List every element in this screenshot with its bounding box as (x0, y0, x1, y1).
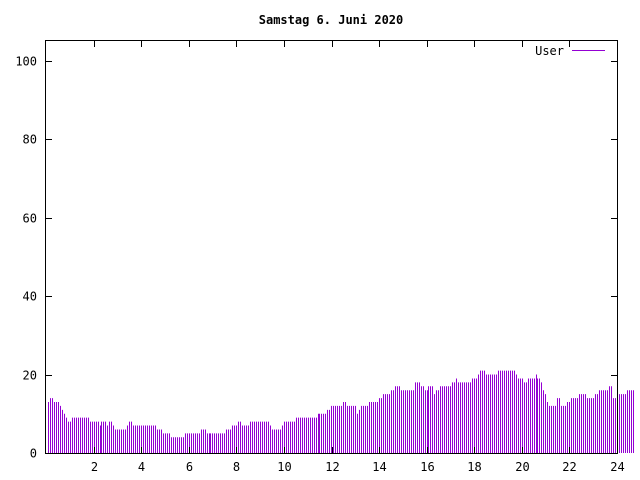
x-tick-label: 18 (467, 460, 481, 474)
y-axis: 0 20 40 60 80 100 (15, 55, 617, 461)
chart-title: Samstag 6. Juni 2020 (259, 13, 404, 27)
x-tick-label: 14 (372, 460, 386, 474)
x-tick-label: 12 (325, 460, 339, 474)
y-tick-label: 80 (23, 133, 37, 147)
x-tick-label: 4 (138, 460, 145, 474)
y-tick-label: 0 (30, 447, 37, 461)
y-tick-label: 60 (23, 212, 37, 226)
x-tick-label: 24 (610, 460, 624, 474)
x-tick-label: 6 (186, 460, 193, 474)
y-tick-label: 20 (23, 369, 37, 383)
legend-label-user: User (535, 44, 564, 58)
plot-frame (45, 40, 618, 454)
x-tick-label: 20 (515, 460, 529, 474)
y-tick-label: 100 (15, 55, 37, 69)
bar-series (48, 370, 634, 453)
y-tick-label: 40 (23, 290, 37, 304)
x-tick-label: 22 (562, 460, 576, 474)
legend: User (535, 44, 605, 58)
x-tick-label: 10 (277, 460, 291, 474)
x-axis: 2 4 6 8 10 12 14 16 18 20 22 24 (91, 41, 625, 474)
x-tick-label: 8 (233, 460, 240, 474)
x-tick-label: 2 (91, 460, 98, 474)
x-tick-label: 16 (420, 460, 434, 474)
